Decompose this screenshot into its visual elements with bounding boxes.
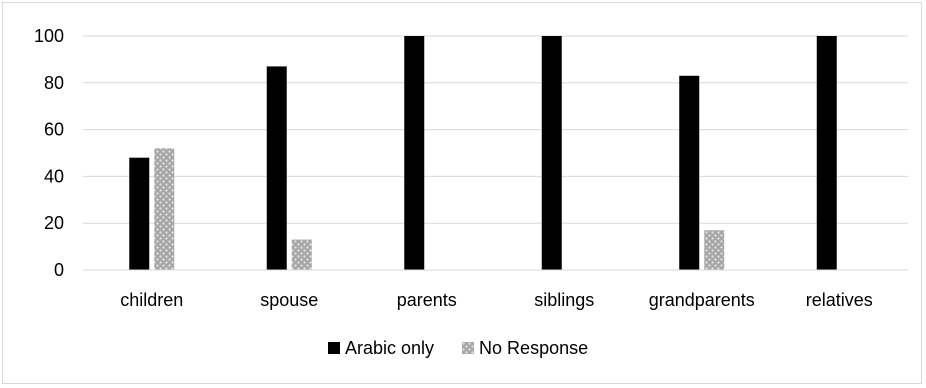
legend-label-arabic-only: Arabic only: [345, 338, 434, 358]
x-tick-label: relatives: [806, 290, 873, 310]
y-tick-label: 60: [44, 120, 64, 140]
x-tick-label: spouse: [260, 290, 318, 310]
bar-arabic-only: [816, 36, 837, 270]
x-tick-label: children: [120, 290, 183, 310]
y-axis-ticks: 0 20 40 60 80 100: [34, 26, 64, 280]
gridlines: [83, 35, 908, 224]
y-tick-label: 20: [44, 213, 64, 233]
bar-no-response: [704, 230, 725, 270]
x-axis-ticks: children spouse parents siblings grandparent…: [120, 290, 873, 310]
legend: Arabic only No Response: [328, 338, 588, 358]
bar-no-response: [154, 148, 175, 270]
bar-arabic-only: [404, 36, 425, 270]
y-tick-label: 80: [44, 73, 64, 93]
bar-arabic-only: [129, 157, 150, 270]
legend-swatch-arabic-only: [328, 342, 340, 354]
bar-arabic-only: [679, 75, 700, 270]
y-tick-label: 40: [44, 166, 64, 186]
x-tick-label: siblings: [534, 290, 594, 310]
legend-swatch-no-response: [462, 342, 475, 354]
bar-arabic-only: [541, 36, 562, 270]
bars: [129, 36, 837, 270]
x-tick-label: parents: [397, 290, 457, 310]
x-tick-label: grandparents: [649, 290, 755, 310]
y-tick-label: 0: [54, 260, 64, 280]
bar-arabic-only: [266, 66, 287, 270]
y-tick-label: 100: [34, 26, 64, 46]
legend-label-no-response: No Response: [479, 338, 588, 358]
bar-no-response: [291, 239, 312, 270]
